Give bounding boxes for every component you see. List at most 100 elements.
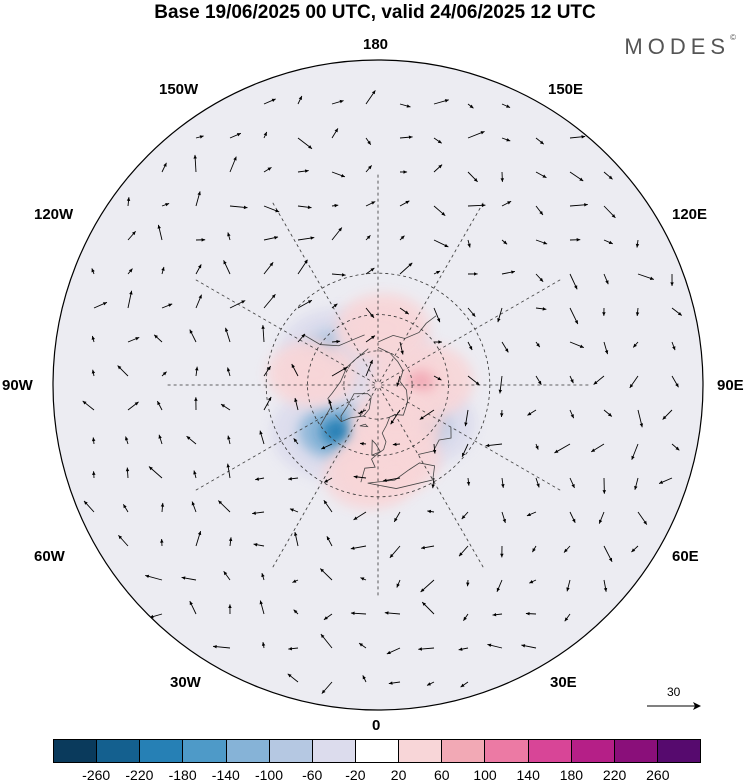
wind-vector (263, 365, 271, 377)
wind-vector (195, 264, 202, 275)
wind-vector (189, 600, 197, 615)
wind-vector (328, 399, 333, 411)
wind-vector (670, 273, 674, 286)
wind-vector (634, 477, 639, 490)
wind-vector (569, 341, 584, 348)
wind-vector (421, 545, 435, 550)
wind-vector (569, 203, 588, 207)
map-border (52, 59, 704, 711)
wind-vector (195, 191, 201, 207)
wind-vector (399, 170, 408, 174)
wind-vector (635, 239, 640, 248)
wind-vector (252, 511, 265, 515)
wind-vector (365, 335, 376, 343)
wind-vector (297, 259, 308, 275)
wind-vector (331, 171, 346, 178)
wind-vector (535, 273, 544, 283)
coastline (359, 423, 369, 428)
wind-vector (261, 573, 265, 581)
wind-vector (501, 103, 511, 108)
wind-vector (602, 477, 607, 494)
colorbar-tick-label: -140 (211, 767, 240, 783)
wind-vector (226, 463, 231, 479)
wind-vector (637, 409, 644, 428)
wind-vector (631, 545, 639, 553)
wind-vector (433, 270, 441, 275)
colorbar-swatch (226, 740, 270, 762)
coastline (335, 393, 372, 423)
wind-vector (229, 132, 242, 139)
wind-vector (399, 235, 405, 241)
wind-vector (393, 511, 401, 523)
wind-vector (360, 577, 367, 581)
wind-vector (590, 443, 605, 453)
wind-vector (419, 409, 435, 420)
wind-vector (467, 131, 485, 139)
wind-vector (127, 230, 136, 241)
coastline (371, 439, 381, 456)
wind-vector (487, 643, 503, 649)
wind-vector (263, 396, 272, 411)
wind-vector (195, 366, 199, 377)
wind-vector (635, 307, 640, 317)
meridian-line (379, 201, 485, 383)
anomaly-center (266, 339, 358, 407)
colorbar-swatch (657, 740, 701, 762)
wind-vector (399, 200, 410, 207)
wind-vector (263, 236, 279, 241)
wind-vector (671, 375, 679, 388)
wind-vector (569, 273, 578, 290)
wind-vector (93, 301, 108, 309)
wind-vector (217, 500, 231, 513)
wind-vector (564, 613, 571, 622)
wind-vector (501, 511, 506, 524)
wind-vector (384, 611, 401, 615)
wind-vector (158, 434, 163, 445)
wind-vector (91, 369, 96, 377)
lon-label-150w: 150W (159, 81, 199, 98)
wind-vector (161, 162, 167, 173)
wind-vector (421, 601, 435, 615)
wind-vector (127, 268, 133, 275)
wind-vector (529, 579, 537, 584)
wind-vector (224, 327, 231, 343)
wind-vector (554, 443, 571, 454)
wind-vector (125, 467, 130, 479)
wind-vector (521, 644, 537, 649)
wind-vector (603, 239, 613, 245)
wind-vector (229, 300, 246, 309)
wind-vector (263, 293, 276, 309)
wind-vector (603, 171, 613, 180)
reference-vector: 30 (645, 685, 703, 715)
colorbar-swatch (97, 740, 141, 762)
wind-vector (593, 375, 605, 385)
wind-vector (189, 329, 197, 343)
wind-vector (598, 511, 605, 524)
colorbar-swatch (399, 740, 443, 762)
wind-vector (331, 227, 343, 241)
wind-vector (569, 307, 579, 325)
colorbar-tick-label: 100 (473, 767, 497, 783)
lon-label-30e: 30E (550, 674, 577, 691)
colorbar-swatch (571, 740, 615, 762)
wind-vector (227, 435, 231, 445)
wind-vector (500, 545, 504, 558)
colorbar-tick-label: 220 (602, 767, 627, 783)
wind-vector (464, 409, 469, 427)
wind-vector (535, 239, 548, 245)
wind-vector (226, 367, 231, 377)
wind-vector (525, 611, 537, 616)
wind-vector (294, 531, 299, 547)
colorbar-tick-label: -100 (254, 767, 284, 783)
wind-vector (331, 128, 339, 139)
colorbar-tick-label: 260 (646, 767, 670, 783)
wind-vector (386, 647, 401, 655)
wind-vector (433, 239, 449, 248)
wind-vector (535, 443, 539, 450)
wind-vector (467, 203, 486, 208)
wind-vector (629, 375, 639, 389)
wind-vector (126, 197, 131, 207)
wind-vector (433, 99, 449, 105)
colorbar-swatch (183, 740, 227, 762)
wind-vector (289, 508, 299, 513)
